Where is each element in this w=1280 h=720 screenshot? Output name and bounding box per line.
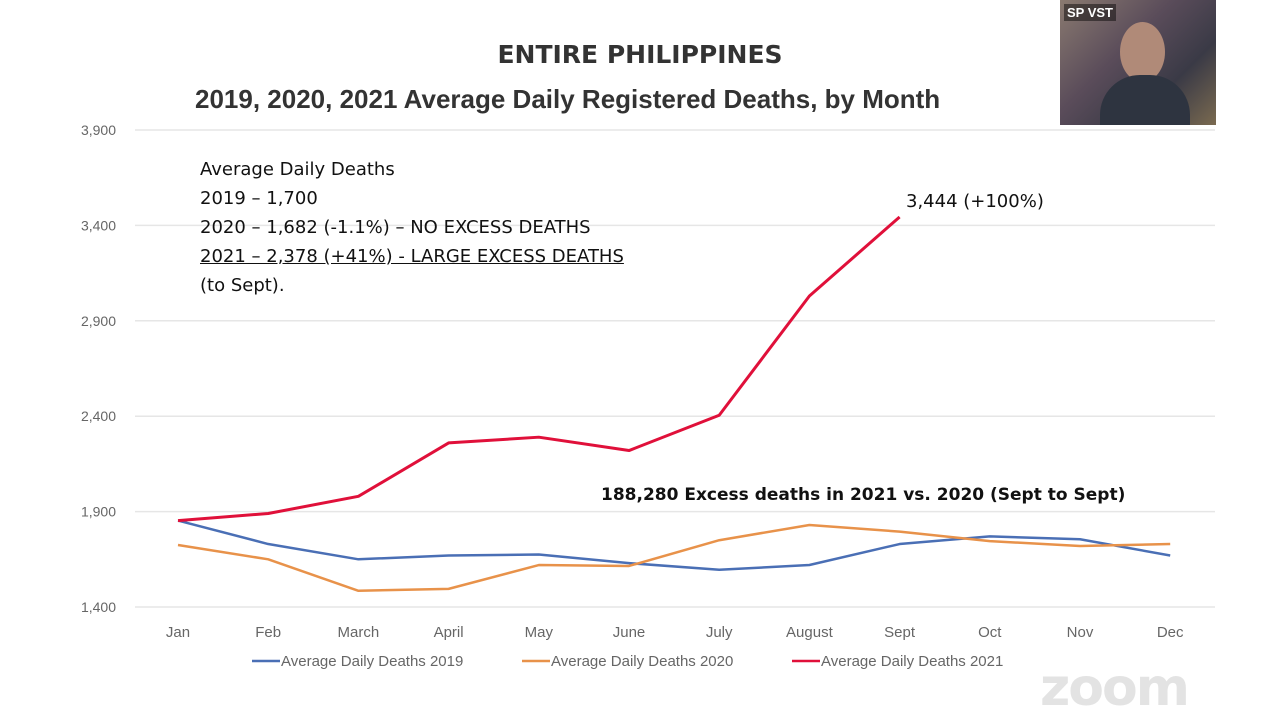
- chart-title: ENTIRE PHILIPPINES: [497, 40, 783, 69]
- participant-face: [1120, 22, 1165, 82]
- x-tick-label: Oct: [978, 624, 1002, 641]
- participant-body: [1100, 75, 1190, 125]
- x-tick-label: April: [434, 624, 464, 641]
- peak-annotation: 3,444 (+100%): [906, 191, 1044, 212]
- x-tick-label: March: [338, 624, 380, 641]
- x-tick-label: Jan: [166, 624, 190, 641]
- x-tick-label: August: [786, 624, 834, 641]
- legend-label: Average Daily Deaths 2021: [821, 653, 1003, 670]
- y-tick-label: 1,900: [81, 504, 116, 520]
- x-tick-label: July: [706, 624, 733, 641]
- x-tick-label: Feb: [255, 624, 281, 641]
- participant-video[interactable]: SP VST: [1060, 0, 1216, 125]
- summary-line: 2020 – 1,682 (-1.1%) – NO EXCESS DEATHS: [200, 217, 591, 238]
- x-tick-label: Dec: [1157, 624, 1184, 641]
- y-tick-label: 1,400: [81, 599, 116, 615]
- x-tick-label: Sept: [884, 624, 916, 641]
- zoom-watermark: zoom: [1040, 658, 1190, 718]
- summary-line: 2021 – 2,378 (+41%) - LARGE EXCESS DEATH…: [200, 246, 624, 267]
- series-line-2020: [177, 523, 1171, 593]
- legend-label: Average Daily Deaths 2019: [281, 653, 463, 670]
- y-tick-label: 3,900: [81, 122, 116, 138]
- y-tick-label: 3,400: [81, 217, 116, 233]
- participant-label: SP VST: [1064, 4, 1117, 21]
- summary-line: 2019 – 1,700: [200, 188, 318, 209]
- x-tick-label: Nov: [1067, 624, 1094, 641]
- excess-annotation: 188,280 Excess deaths in 2021 vs. 2020 (…: [601, 485, 1126, 505]
- chart-subtitle: 2019, 2020, 2021 Average Daily Registere…: [195, 84, 941, 114]
- summary-box: Average Daily Deaths 2019 – 1,700 2020 –…: [200, 155, 624, 300]
- legend-label: Average Daily Deaths 2020: [551, 653, 733, 670]
- summary-line: (to Sept).: [200, 275, 285, 296]
- y-tick-label: 2,900: [81, 313, 116, 329]
- series-line-2019: [177, 519, 1171, 572]
- y-tick-label: 2,400: [81, 408, 116, 424]
- x-tick-label: May: [525, 624, 554, 641]
- x-tick-label: June: [613, 624, 646, 641]
- summary-line: Average Daily Deaths: [200, 159, 395, 180]
